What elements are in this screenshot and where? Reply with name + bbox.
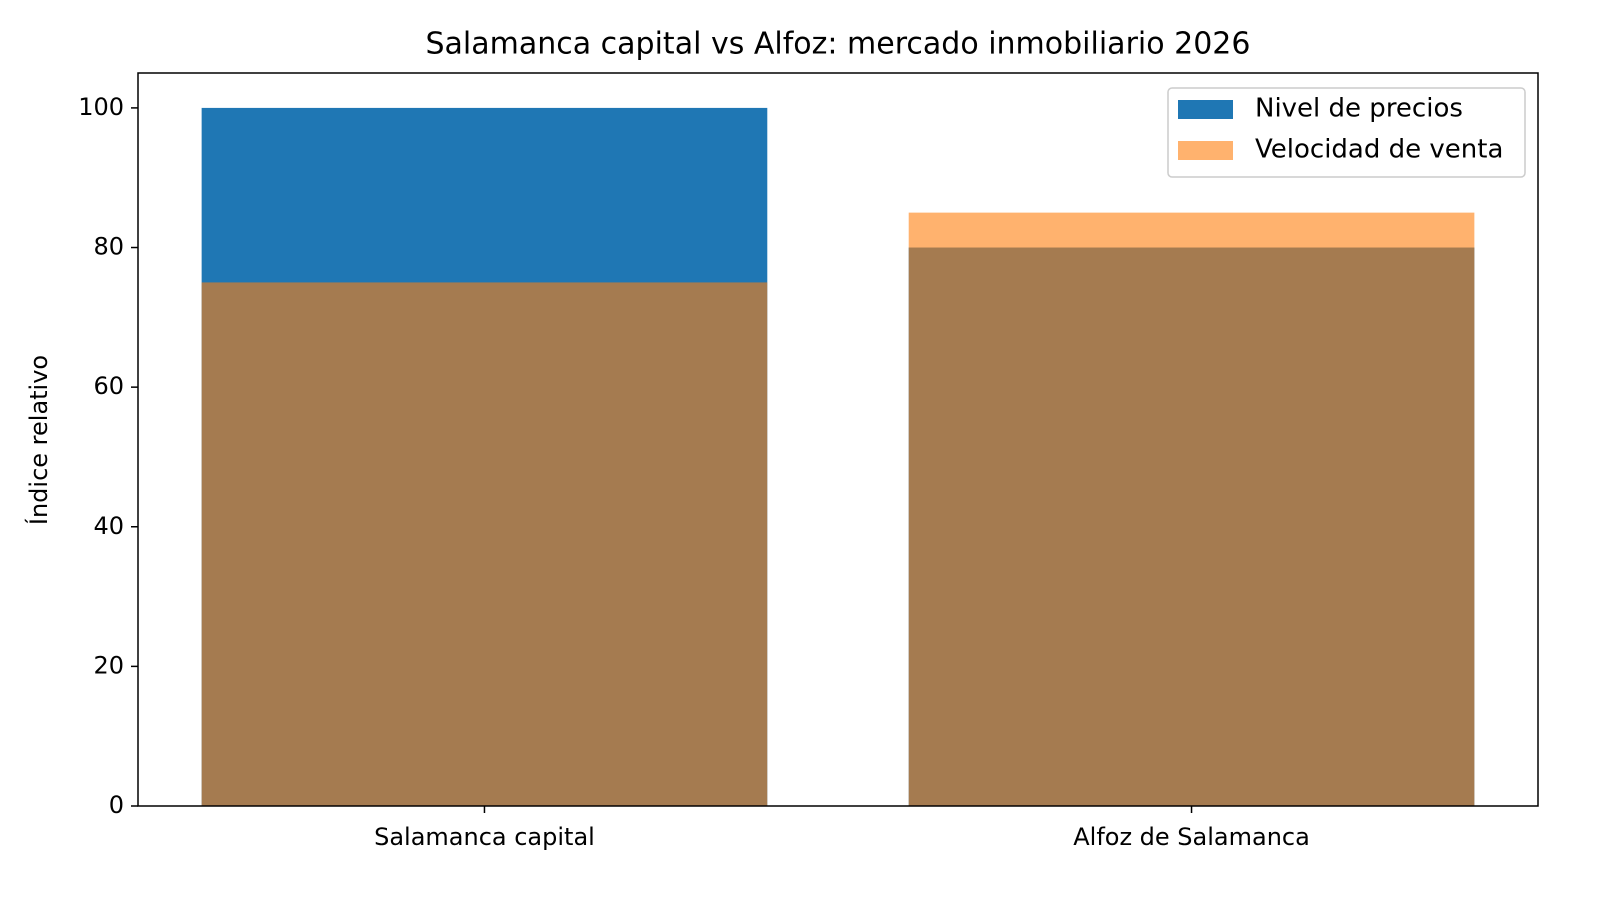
y-tick-label: 80 [93, 233, 124, 261]
y-tick-label: 60 [93, 372, 124, 400]
bar [908, 212, 1475, 807]
legend-swatch [1178, 100, 1233, 119]
y-tick-label: 40 [93, 512, 124, 540]
y-tick-label: 20 [93, 651, 124, 679]
bar [201, 282, 768, 806]
chart-title: Salamanca capital vs Alfoz: mercado inmo… [426, 27, 1251, 62]
x-tick-label: Salamanca capital [374, 823, 595, 851]
y-tick-label: 100 [78, 93, 124, 121]
legend-label: Nivel de precios [1255, 94, 1463, 124]
legend-box [1167, 87, 1526, 178]
plot-frame [137, 72, 1539, 807]
y-tick-label: 0 [109, 791, 124, 819]
y-axis-label: Índice relativo [24, 355, 53, 525]
x-tick-label: Alfoz de Salamanca [1073, 823, 1310, 851]
legend-swatch [1178, 141, 1233, 160]
legend-label: Velocidad de venta [1255, 135, 1503, 165]
